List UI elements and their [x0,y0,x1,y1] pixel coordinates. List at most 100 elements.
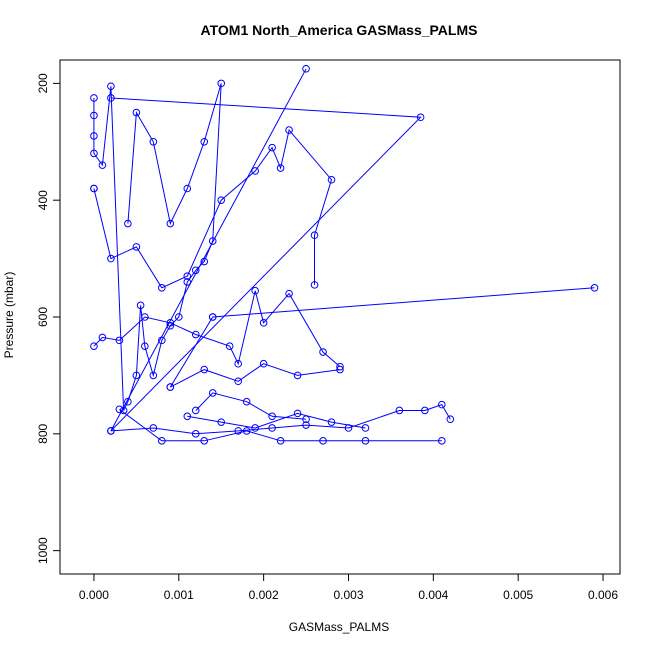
data-point [259,359,268,368]
data-point [276,164,285,172]
data-point [107,94,115,102]
x-tick-label: 0.000 [79,588,109,602]
data-point [166,383,175,391]
data-point [302,421,310,429]
series-line [187,412,366,429]
plot-frame [59,59,621,575]
data-point [438,400,446,409]
data-point [191,330,200,339]
data-point [191,406,200,415]
data-point [590,283,599,292]
data-point [242,397,251,406]
data-point [336,365,344,374]
x-tick-label: 0.003 [333,588,363,602]
data-point [293,371,302,380]
series-5 [107,400,455,438]
x-axis-label: GASMass_PALMS [289,620,389,634]
data-point [251,167,259,175]
data-point [141,313,149,321]
data-point [90,132,98,140]
series-2 [90,286,344,371]
data-point [98,161,107,169]
data-point [90,149,98,158]
data-point [361,424,370,432]
data-point [115,336,124,345]
data-point [395,406,404,415]
data-point [90,94,98,102]
x-tick-label: 0.005 [503,588,533,602]
x-tick-label: 0.004 [418,588,448,602]
series-3 [107,64,425,435]
data-point [416,113,425,122]
x-tick-label: 0.006 [588,588,618,602]
y-axis-label: Pressure (mbar) [2,272,16,359]
data-series-group [90,64,599,445]
series-line [93,83,222,411]
data-point [319,348,327,356]
data-point [124,219,132,228]
data-point [268,412,276,421]
data-point [149,137,158,146]
data-point [132,371,141,380]
data-point [208,237,217,245]
series-6 [115,405,446,445]
data-point [302,415,310,424]
series-9 [191,389,310,424]
x-axis: 0.000 0.001 0.002 0.003 0.004 0.005 0.006 [79,573,618,602]
chart-title: ATOM1 North_America GASMass_PALMS [201,22,478,38]
series-line [93,290,341,367]
x-tick-label: 0.002 [249,588,279,602]
data-point [183,184,192,193]
data-point [310,231,319,240]
series-8 [166,359,344,391]
series-1 [90,126,336,292]
data-point [141,342,149,351]
data-point [234,377,242,386]
data-point [200,137,209,146]
data-point [200,437,209,445]
data-point [200,365,209,374]
data-point [136,301,145,310]
series-line [110,403,451,435]
x-tick-label: 0.001 [164,588,194,602]
y-tick-label: 800 [36,423,50,443]
data-point [90,342,98,351]
data-point [115,405,124,414]
series-7 [183,409,370,432]
data-point [208,313,217,321]
data-point [293,409,302,418]
data-point [438,437,446,445]
data-point [107,254,115,263]
series-line [110,68,422,432]
data-point [242,427,251,435]
y-axis: 200 400 600 800 1000 [36,73,61,564]
series-line [170,363,341,388]
data-point [158,437,166,445]
data-point [149,371,158,380]
data-point [251,424,259,432]
data-point [327,418,336,426]
data-point [421,406,429,415]
data-point [285,126,293,134]
series-0 [90,79,226,415]
data-point [276,437,285,445]
data-point [268,424,276,432]
data-point [107,427,115,435]
data-point [208,389,217,397]
y-tick-label: 200 [36,73,50,93]
data-point [191,430,200,438]
data-point [132,108,141,117]
data-point [174,313,183,321]
data-point [166,319,175,327]
data-point [446,415,455,424]
y-tick-label: 600 [36,307,50,327]
data-point [90,184,98,193]
data-point [217,79,226,88]
data-point [302,64,310,73]
data-point [285,289,293,298]
data-point [327,175,336,184]
data-point [107,82,115,91]
data-point [310,281,319,289]
data-point [183,278,192,286]
